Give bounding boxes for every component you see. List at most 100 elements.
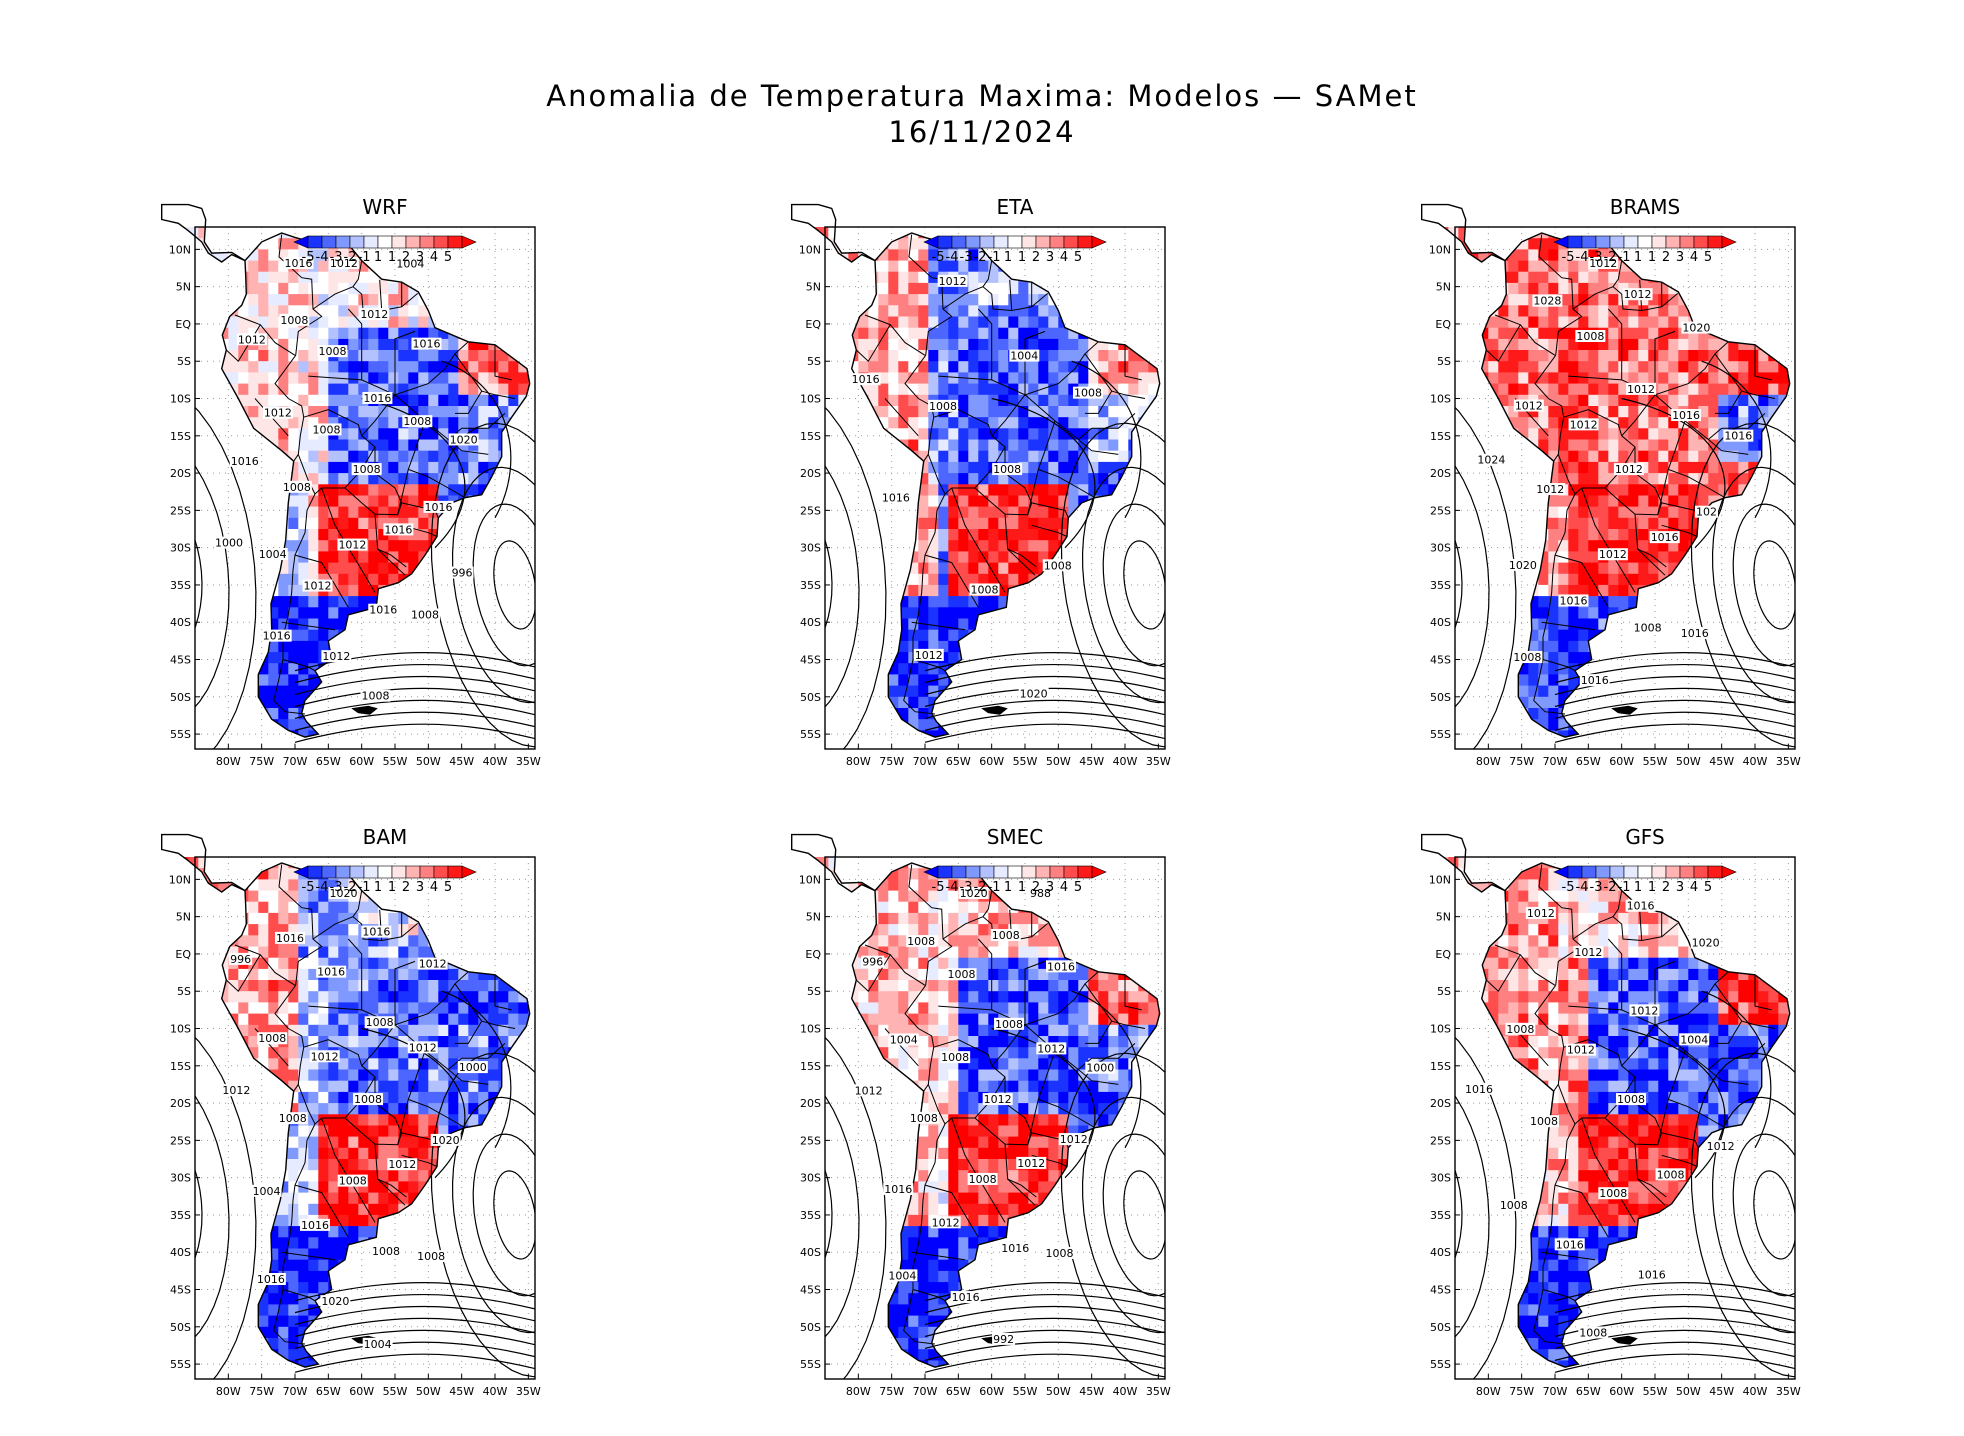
- anomaly-cell: [898, 238, 909, 250]
- anomaly-cell: [1508, 417, 1519, 429]
- anomaly-cell: [988, 316, 999, 329]
- anomaly-cell: [888, 696, 899, 709]
- anomaly-cell: [938, 584, 949, 597]
- anomaly-cell: [1598, 473, 1609, 485]
- anomaly-cell: [338, 327, 349, 340]
- anomaly-cell: [1408, 451, 1419, 463]
- anomaly-cell: [938, 428, 949, 441]
- anomaly-cell: [278, 696, 289, 709]
- anomaly-cell: [968, 428, 979, 441]
- country-border: [1027, 420, 1056, 515]
- anomaly-cell: [368, 316, 379, 329]
- anomaly-cell: [1548, 361, 1559, 373]
- anomaly-cell: [1118, 428, 1129, 441]
- anomaly-cell: [968, 249, 979, 262]
- anomaly-cell: [298, 506, 309, 519]
- anomaly-cell: [161, 238, 169, 250]
- anomaly-cell: [368, 484, 379, 497]
- anomaly-cell: [1048, 372, 1059, 385]
- anomaly-cell: [1618, 271, 1629, 284]
- anomaly-cell: [1421, 484, 1429, 497]
- anomaly-cell: [1048, 517, 1059, 530]
- anomaly-cell: [778, 630, 789, 642]
- country-border: [454, 353, 516, 399]
- anomaly-cell: [308, 450, 319, 463]
- isobar-label-bg: [359, 308, 390, 321]
- anomaly-cell: [1658, 316, 1669, 329]
- anomaly-cell: [318, 305, 329, 318]
- anomaly-cell: [278, 350, 289, 362]
- anomaly-cell: [1738, 439, 1749, 452]
- anomaly-cell: [791, 573, 799, 586]
- anomaly-cell: [908, 562, 919, 575]
- anomaly-cell: [1568, 383, 1579, 396]
- anomaly-cell: [148, 496, 159, 508]
- anomaly-cell: [1048, 540, 1059, 552]
- anomaly-cell: [448, 484, 459, 497]
- anomaly-cell: [908, 618, 919, 631]
- anomaly-cell: [1088, 428, 1099, 441]
- anomaly-cell: [908, 584, 919, 597]
- anomaly-cell: [1658, 417, 1669, 429]
- anomaly-cell: [938, 506, 949, 519]
- anomaly-cell: [878, 271, 889, 284]
- anomaly-cell: [308, 327, 319, 340]
- anomaly-cell: [998, 406, 1009, 418]
- anomaly-cell: [278, 719, 289, 731]
- anomaly-cell: [908, 640, 919, 653]
- anomaly-cell: [258, 417, 269, 429]
- anomaly-cell: [328, 439, 339, 452]
- anomaly-cell: [1408, 484, 1419, 496]
- anomaly-cell: [1688, 394, 1699, 407]
- anomaly-cell: [858, 316, 869, 329]
- anomaly-cell: [1588, 461, 1599, 474]
- anomaly-cell: [178, 305, 189, 318]
- anomaly-cell: [338, 562, 349, 575]
- anomaly-cell: [348, 394, 359, 407]
- anomaly-cell: [791, 238, 799, 250]
- anomaly-cell: [998, 327, 1009, 340]
- anomaly-cell: [1618, 406, 1629, 418]
- anomaly-cell: [161, 562, 169, 575]
- anomaly-cell: [1458, 227, 1469, 239]
- anomaly-cell: [458, 461, 469, 474]
- anomaly-cell: [1738, 372, 1749, 385]
- anomaly-cell: [161, 663, 169, 675]
- anomaly-cell: [1608, 305, 1619, 318]
- anomaly-cell: [328, 271, 339, 284]
- colorbar-swatch: [321, 235, 337, 249]
- anomaly-cell: [288, 551, 299, 564]
- anomaly-cell: [1568, 249, 1579, 262]
- isobar-label: 1012: [322, 650, 350, 663]
- anomaly-cell: [358, 562, 369, 575]
- anomaly-cell: [918, 573, 929, 586]
- anomaly-cell: [898, 249, 909, 262]
- anomaly-cell: [458, 338, 469, 351]
- anomaly-cell: [1038, 417, 1049, 429]
- anomaly-cell: [438, 372, 449, 385]
- anomaly-cell: [948, 529, 959, 541]
- anomaly-cell: [148, 674, 159, 686]
- anomaly-cell: [778, 719, 789, 731]
- anomaly-cell: [1548, 473, 1559, 485]
- anomaly-cell: [298, 350, 309, 362]
- anomaly-cell: [1421, 350, 1429, 362]
- anomaly-cell: [908, 294, 919, 306]
- country-border: [1124, 344, 1142, 381]
- anomaly-cell: [168, 338, 179, 351]
- anomaly-cell: [928, 428, 939, 441]
- anomaly-cell: [1148, 372, 1159, 385]
- anomaly-cell: [1568, 316, 1579, 329]
- anomaly-cell: [1028, 327, 1039, 340]
- anomaly-cell: [478, 372, 489, 385]
- anomaly-cell: [1678, 428, 1689, 441]
- anomaly-cell: [368, 450, 379, 463]
- anomaly-cell: [791, 652, 799, 664]
- anomaly-cell: [161, 428, 169, 441]
- anomaly-cell: [778, 451, 789, 463]
- anomaly-cell: [258, 685, 269, 698]
- anomaly-cell: [868, 350, 879, 362]
- anomaly-cell: [978, 282, 989, 295]
- anomaly-cell: [328, 450, 339, 463]
- anomaly-cell: [1668, 461, 1679, 474]
